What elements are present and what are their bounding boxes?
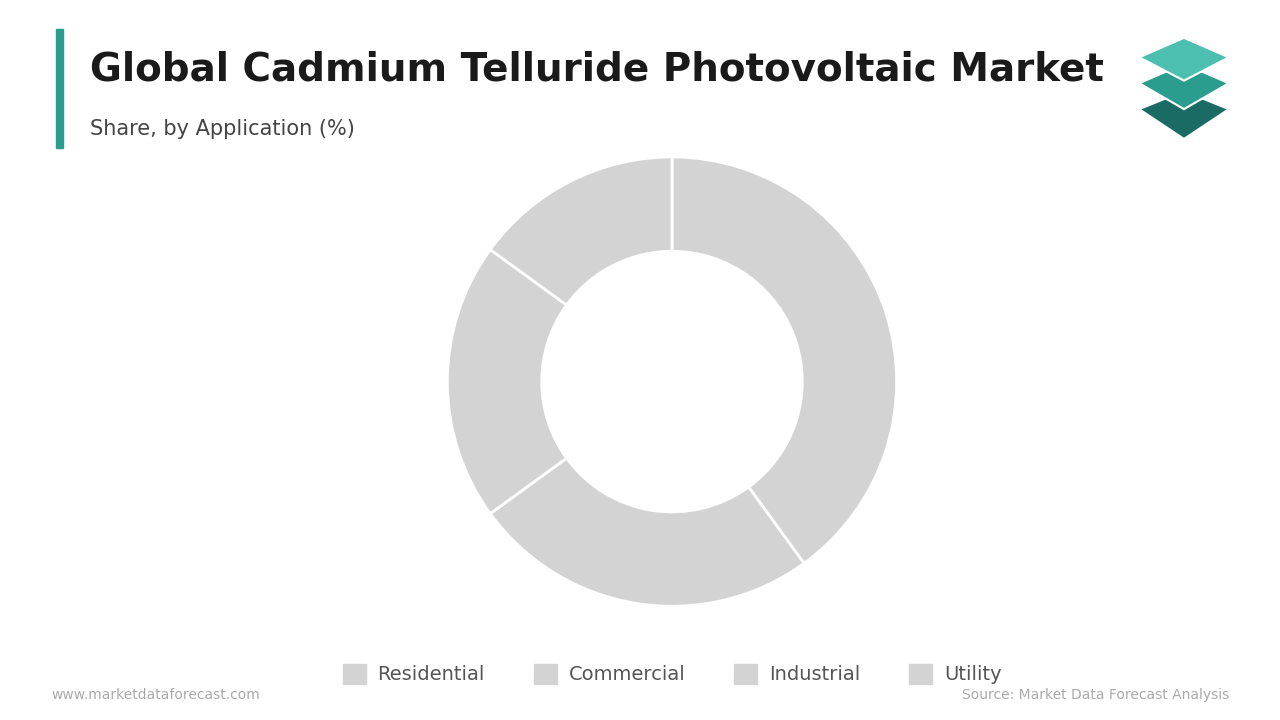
Text: www.marketdataforecast.com: www.marketdataforecast.com xyxy=(51,688,260,702)
Polygon shape xyxy=(1139,91,1229,139)
Wedge shape xyxy=(490,157,672,305)
Polygon shape xyxy=(1139,38,1229,81)
Text: Global Cadmium Telluride Photovoltaic Market: Global Cadmium Telluride Photovoltaic Ma… xyxy=(90,50,1103,89)
Wedge shape xyxy=(490,458,804,606)
Text: Source: Market Data Forecast Analysis: Source: Market Data Forecast Analysis xyxy=(961,688,1229,702)
Legend: Residential, Commercial, Industrial, Utility: Residential, Commercial, Industrial, Uti… xyxy=(335,656,1009,692)
Polygon shape xyxy=(1139,64,1229,109)
Wedge shape xyxy=(447,250,567,513)
Wedge shape xyxy=(672,157,896,563)
Text: Share, by Application (%): Share, by Application (%) xyxy=(90,119,355,139)
